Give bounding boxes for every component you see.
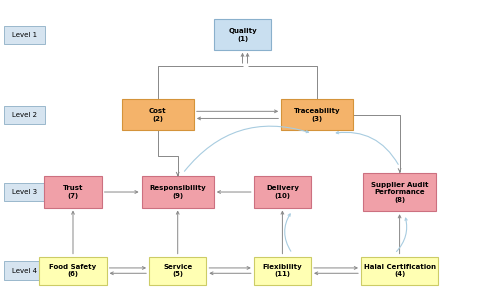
Text: Flexibility
(11): Flexibility (11) <box>262 264 302 277</box>
FancyBboxPatch shape <box>4 261 45 280</box>
FancyBboxPatch shape <box>44 176 102 208</box>
FancyBboxPatch shape <box>4 183 45 201</box>
FancyBboxPatch shape <box>214 19 271 50</box>
FancyBboxPatch shape <box>281 99 353 131</box>
Text: Quality
(1): Quality (1) <box>228 28 257 41</box>
FancyBboxPatch shape <box>361 257 438 285</box>
Text: Responsibility
(9): Responsibility (9) <box>150 185 206 199</box>
Text: Supplier Audit
Performance
(8): Supplier Audit Performance (8) <box>371 181 428 203</box>
Text: Level 2: Level 2 <box>12 112 37 118</box>
FancyBboxPatch shape <box>254 176 311 208</box>
FancyBboxPatch shape <box>364 173 436 211</box>
FancyBboxPatch shape <box>40 257 106 285</box>
Text: Service
(5): Service (5) <box>163 264 192 277</box>
Text: Cost
(2): Cost (2) <box>149 108 166 122</box>
Text: Level 1: Level 1 <box>12 32 37 38</box>
Text: Halal Certification
(4): Halal Certification (4) <box>364 264 436 277</box>
Text: Delivery
(10): Delivery (10) <box>266 185 299 199</box>
FancyBboxPatch shape <box>149 257 206 285</box>
Text: Food Safety
(6): Food Safety (6) <box>50 264 96 277</box>
FancyBboxPatch shape <box>4 26 45 44</box>
Text: Trust
(7): Trust (7) <box>62 185 83 199</box>
FancyBboxPatch shape <box>142 176 214 208</box>
FancyBboxPatch shape <box>254 257 311 285</box>
Text: Traceability
(3): Traceability (3) <box>294 108 341 122</box>
FancyBboxPatch shape <box>122 99 194 131</box>
FancyBboxPatch shape <box>4 106 45 124</box>
Text: Level 4: Level 4 <box>12 268 37 274</box>
Text: Level 3: Level 3 <box>12 189 37 195</box>
